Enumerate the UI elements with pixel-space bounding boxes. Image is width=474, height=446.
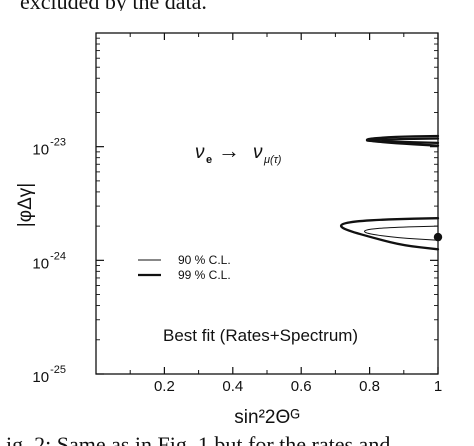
channel-nu-e: ν [195,142,205,163]
x-tick-label: 0.4 [222,378,243,395]
y-axis-label: |φΔγ| [15,183,36,227]
x-axis-label: sin²2Θᴳ [234,407,299,428]
channel-nu-mu: ν [253,142,263,163]
x-tick-label: 1 [434,378,442,395]
legend-label-99: 99 % C.L. [178,268,231,282]
x-tick-label: 0.2 [154,378,175,395]
contour-99-cl-1 [339,217,440,251]
contour-90-cl-0 [364,225,439,241]
x-tick-label: 0.8 [359,378,380,395]
contour-99-cl-3 [365,134,440,147]
contours [339,134,440,251]
best-fit-label: Best fit (Rates+Spectrum) [163,326,358,345]
legend: 90 % C.L. 99 % C.L. [138,253,231,282]
channel-nu-mu-sub: μ(τ) [263,154,282,166]
x-ticks: 0.2 0.4 0.6 0.8 1 [129,33,442,395]
y-tick-label: 10-25 [32,364,66,386]
y-tick-exponent: -23 [50,137,66,149]
channel-annotation: ν e → ν μ(τ) [195,138,282,166]
channel-arrow: → [218,138,240,163]
legend-label-90: 90 % C.L. [178,253,231,267]
y-tick-label: 10-23 [32,137,66,159]
caption-fragment-top: excluded by the data. [20,0,474,11]
y-tick-exponent: -24 [50,250,66,262]
caption-fragment-bottom: ig. 2: Same as in Fig. 1 but for the rat… [6,434,474,446]
best-fit-point [433,232,443,242]
y-ticks: 10-25 10-24 10-23 [32,37,438,386]
channel-nu-e-sub: e [206,154,212,166]
x-tick-label: 0.6 [291,378,312,395]
y-tick-exponent: -25 [50,364,66,376]
plot-frame [95,32,439,375]
y-tick-label: 10-24 [32,250,66,272]
